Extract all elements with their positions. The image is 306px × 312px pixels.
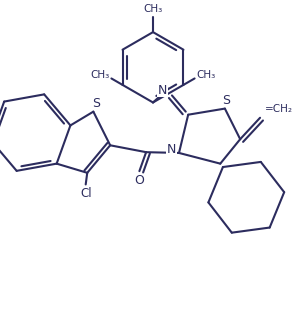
Text: S: S [222,94,230,106]
Text: CH₃: CH₃ [197,70,216,80]
Text: CH₃: CH₃ [144,4,162,14]
Text: =CH₂: =CH₂ [265,104,293,114]
Text: Cl: Cl [80,187,91,199]
Text: N: N [158,84,167,97]
Text: S: S [92,97,100,110]
Text: N: N [167,144,176,156]
Text: O: O [134,174,144,188]
Text: CH₃: CH₃ [90,70,109,80]
